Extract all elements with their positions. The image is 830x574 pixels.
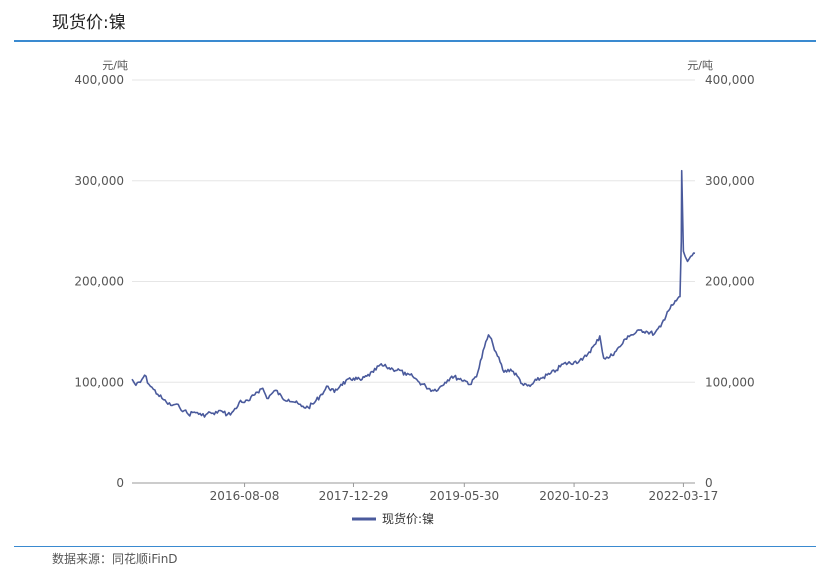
- x-tick-label: 2016-08-08: [210, 489, 280, 503]
- y-axis-unit-right: 元/吨: [687, 59, 713, 72]
- y-axis-unit-left: 元/吨: [102, 59, 128, 72]
- page-title: 现货价:镍: [52, 13, 126, 33]
- x-tick-label: 2017-12-29: [319, 489, 389, 503]
- x-tick-label: 2020-10-23: [539, 489, 609, 503]
- y-tick-label-right: 200,000: [705, 275, 755, 289]
- y-tick-label-right: 400,000: [705, 73, 755, 87]
- y-tick-label-right: 300,000: [705, 174, 755, 188]
- series-line-nickel: [131, 169, 696, 418]
- y-tick-label-left: 300,000: [74, 174, 124, 188]
- header-divider: [14, 40, 816, 42]
- legend-label: 现货价:镍: [382, 511, 434, 526]
- y-tick-label-left: 400,000: [74, 73, 124, 87]
- x-tick-label: 2019-05-30: [429, 489, 499, 503]
- y-tick-label-left: 0: [116, 476, 124, 490]
- y-tick-label-left: 100,000: [74, 375, 124, 389]
- y-tick-label-right: 0: [705, 476, 713, 490]
- data-source: 数据来源：同花顺iFinD: [52, 552, 178, 566]
- x-tick-label: 2022-03-17: [649, 489, 719, 503]
- y-tick-label-left: 200,000: [74, 275, 124, 289]
- footer-divider: [14, 546, 816, 547]
- y-tick-label-right: 100,000: [705, 375, 755, 389]
